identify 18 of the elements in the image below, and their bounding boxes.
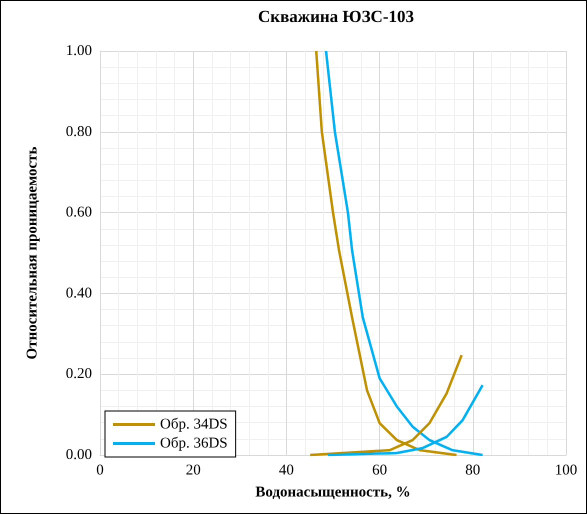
line-series [324, 50, 484, 456]
x-tick-label: 100 [554, 462, 578, 478]
x-tick-label: 20 [186, 462, 201, 478]
x-axis-title: Водонасыщенность, % [255, 484, 411, 500]
x-tick-label: 40 [278, 462, 294, 478]
y-tick-label: 0.80 [66, 124, 92, 140]
legend-label: Обр. 34DS [160, 416, 228, 432]
chart-title: Скважина ЮЗС-103 [258, 7, 414, 26]
x-tick-label: 80 [465, 462, 480, 478]
legend-label: Обр. 36DS [160, 436, 228, 452]
y-tick-label: 0.60 [66, 204, 92, 221]
x-tick-label: 60 [372, 462, 388, 478]
y-tick-label: 1.00 [66, 43, 92, 59]
y-tick-label: 0.40 [66, 285, 92, 302]
x-tick-label: 0 [96, 462, 104, 478]
y-tick-label: 0.00 [66, 447, 92, 463]
y-axis-title: Относительная проницаемость [24, 146, 40, 360]
y-tick-label: 0.20 [66, 366, 92, 382]
